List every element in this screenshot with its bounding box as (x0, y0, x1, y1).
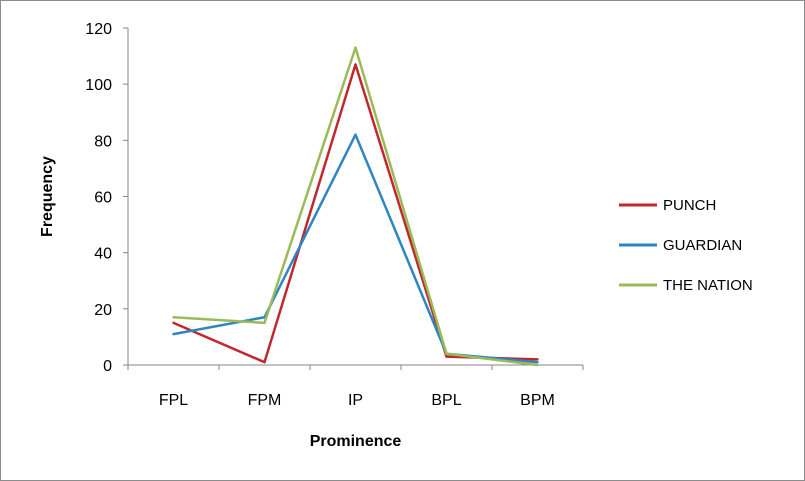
y-tick-label: 0 (103, 358, 112, 375)
y-tick-label: 120 (85, 21, 112, 38)
data-point (354, 133, 357, 136)
legend: PUNCH GUARDIAN THE NATION (619, 197, 753, 294)
legend-label: THE NATION (663, 277, 753, 294)
data-point (172, 321, 175, 325)
data-point (263, 321, 266, 325)
y-tick-label: 80 (94, 133, 112, 150)
x-axis-title: Prominence (310, 433, 402, 450)
legend-label: GUARDIAN (663, 237, 742, 254)
y-axis-ticks: 0 20 40 60 80 100 120 (85, 21, 128, 375)
x-tick-label: FPL (159, 392, 188, 409)
data-point (172, 332, 175, 336)
data-point (536, 360, 539, 364)
legend-label: PUNCH (663, 197, 716, 214)
y-tick-label: 40 (94, 246, 112, 263)
x-tick-label: BPM (520, 392, 555, 409)
series-line-punch (173, 63, 538, 364)
series-line-guardian (173, 133, 538, 364)
x-tick-label: BPL (431, 392, 461, 409)
data-point (172, 316, 175, 319)
series-lines (172, 46, 539, 367)
data-point (354, 63, 357, 66)
data-point (445, 355, 448, 358)
x-tick-label: IP (348, 392, 363, 409)
data-point (263, 360, 266, 364)
series-line-the-nation (173, 46, 538, 367)
y-tick-label: 100 (85, 77, 112, 94)
x-tick-label: FPM (248, 392, 282, 409)
data-point (536, 363, 539, 367)
y-tick-label: 60 (94, 190, 112, 207)
y-axis-title: Frequency (39, 156, 56, 237)
y-tick-label: 20 (94, 302, 112, 319)
data-point (354, 46, 357, 49)
x-axis-ticks: FPL FPM IP BPL BPM (127, 365, 584, 409)
data-point (536, 358, 539, 361)
data-point (445, 352, 448, 355)
